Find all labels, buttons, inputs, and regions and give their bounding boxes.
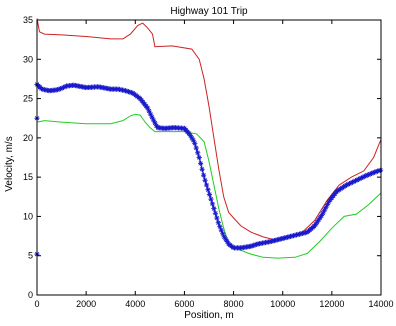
series-line-2 — [36, 113, 382, 259]
star-marker-stroke — [208, 197, 214, 202]
star-marker-stroke — [195, 150, 200, 155]
series-line-1 — [36, 18, 382, 241]
x-tick-label: 4000 — [125, 299, 145, 309]
series-markers-3 — [34, 81, 384, 251]
x-tick-label: 10000 — [270, 299, 295, 309]
star-marker — [193, 145, 199, 151]
y-tick-label: 0 — [28, 290, 33, 300]
star-marker-stroke — [152, 120, 158, 126]
star-marker-stroke — [202, 178, 208, 183]
star-marker — [199, 166, 205, 172]
star-marker-stroke — [191, 138, 196, 143]
star-marker-stroke — [146, 108, 152, 114]
axes-layer: 0 2000 4000 6000 8000 10000 12000 14000 0 5 10 15 20… — [23, 15, 394, 309]
star-marker-stroke — [222, 234, 227, 239]
star-marker-stroke — [197, 155, 202, 160]
star-marker — [214, 215, 220, 221]
x-axis-label: Position, m — [184, 310, 233, 321]
y-tick-label: 25 — [23, 94, 33, 104]
star-marker — [215, 220, 221, 226]
star-marker-stroke — [194, 145, 199, 151]
star-marker — [206, 191, 213, 198]
star-marker-stroke — [205, 187, 211, 192]
y-tick-label: 5 — [28, 251, 33, 261]
star-marker-stroke — [188, 133, 193, 138]
star-marker-stroke — [210, 201, 215, 206]
star-marker-stroke — [199, 167, 205, 172]
star-marker — [211, 205, 217, 212]
star-marker-stroke — [145, 105, 150, 111]
star-marker-stroke — [207, 192, 212, 197]
y-tick-label: 35 — [23, 15, 33, 25]
star-marker — [192, 140, 198, 146]
x-tick-label: 6000 — [174, 299, 194, 309]
y-tick-label: 10 — [23, 211, 33, 221]
star-marker-stroke — [149, 115, 155, 120]
star-marker — [208, 196, 214, 202]
star-marker-stroke — [216, 220, 221, 225]
chart-title: Highway 101 Trip — [170, 6, 248, 17]
star-marker-stroke — [223, 237, 228, 242]
star-marker-stroke — [219, 228, 224, 233]
star-marker-stroke — [214, 215, 220, 221]
x-tick-label: 12000 — [319, 299, 344, 309]
star-marker-stroke — [148, 111, 153, 117]
x-tick-label: 14000 — [368, 299, 393, 309]
star-marker-stroke — [201, 173, 206, 178]
star-marker-stroke — [151, 117, 156, 123]
star-marker — [205, 187, 211, 193]
star-marker — [195, 150, 201, 156]
star-marker-stroke — [186, 131, 191, 136]
plot-frame — [36, 19, 382, 296]
star-marker — [196, 154, 202, 161]
x-tick-label: 8000 — [224, 299, 244, 309]
star-marker — [317, 215, 323, 221]
y-tick-label: 30 — [23, 54, 33, 64]
star-marker-stroke — [213, 211, 218, 216]
star-marker — [209, 201, 216, 207]
y-axis-label: Velocity, m/s — [4, 136, 15, 191]
star-marker — [202, 177, 208, 183]
star-marker-stroke — [189, 135, 194, 140]
star-marker — [212, 210, 218, 216]
star-marker-stroke — [204, 182, 209, 188]
star-marker-stroke — [217, 224, 222, 229]
series-layer — [34, 18, 384, 259]
x-tick-label: 0 — [34, 299, 39, 309]
star-marker — [203, 182, 210, 188]
star-marker — [200, 172, 207, 178]
y-tick-label: 20 — [23, 133, 33, 143]
star-marker — [198, 160, 204, 166]
star-marker-stroke — [192, 141, 197, 146]
star-marker-stroke — [220, 231, 225, 236]
x-tick-label: 2000 — [76, 299, 96, 309]
star-marker-stroke — [198, 161, 203, 166]
star-marker-stroke — [211, 206, 217, 211]
star-marker-stroke — [225, 239, 230, 244]
y-tick-label: 15 — [23, 172, 33, 182]
